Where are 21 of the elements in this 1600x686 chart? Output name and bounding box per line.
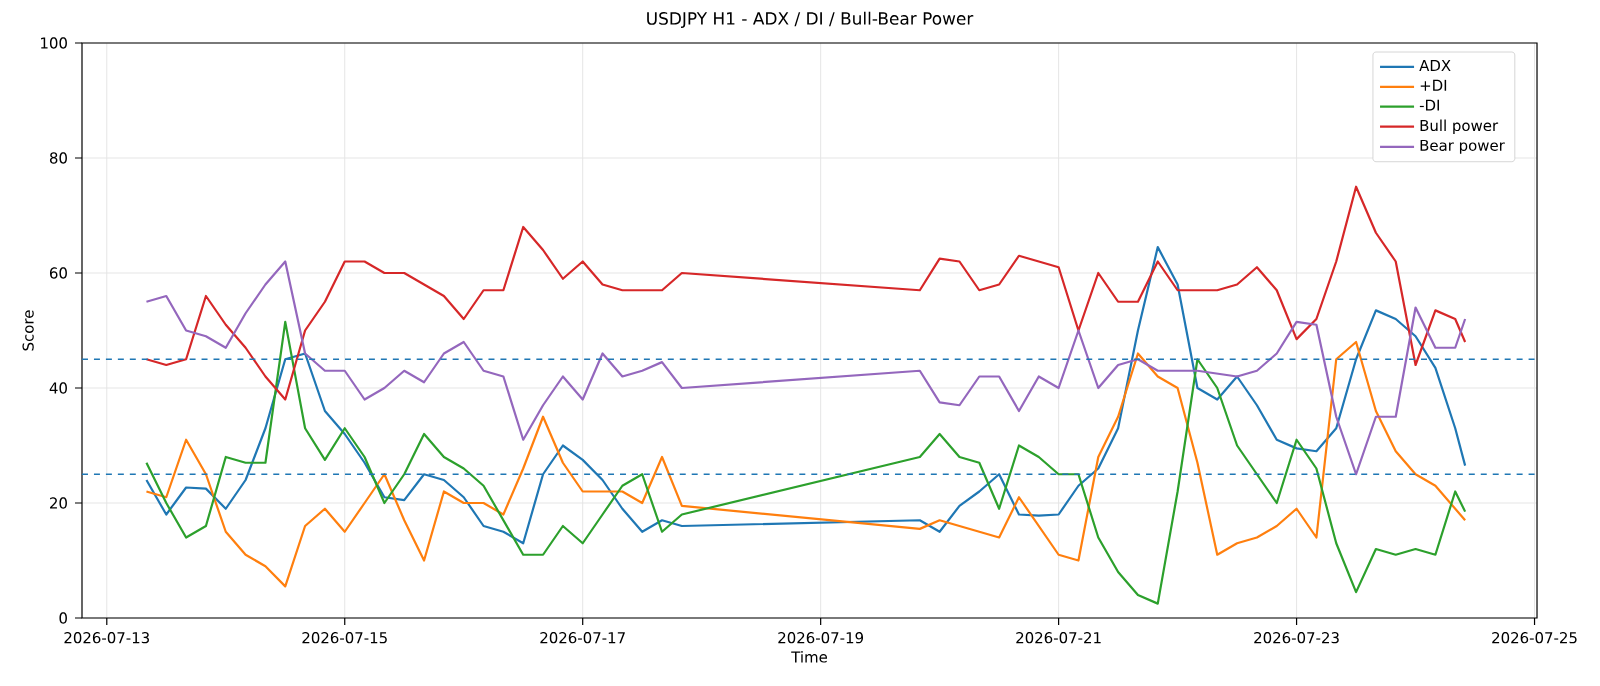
legend-label: Bear power xyxy=(1420,139,1505,154)
legend-label: ADX xyxy=(1419,60,1451,71)
x-tick-label: 2026-07-13 xyxy=(64,632,149,644)
y-tick-label: 80 xyxy=(49,152,67,164)
legend-label: +DI xyxy=(1420,79,1447,91)
chart-title: USDJPY H1 - ADX / DI / Bull-Bear Power xyxy=(647,11,974,29)
y-tick-label: 40 xyxy=(49,382,67,394)
y-tick-label: 100 xyxy=(41,37,67,49)
legend-label: -DI xyxy=(1419,99,1439,111)
x-tick-label: 2026-07-25 xyxy=(1492,632,1577,644)
x-tick-label: 2026-07-23 xyxy=(1254,632,1339,644)
y-tick-label: 20 xyxy=(50,497,67,509)
x-tick-label: 2026-07-19 xyxy=(778,632,864,644)
x-tick-label: 2026-07-21 xyxy=(1016,632,1101,644)
x-axis-title: Time xyxy=(791,651,828,663)
y-tick-label: 60 xyxy=(49,267,67,279)
y-tick-label: 0 xyxy=(59,612,67,624)
legend-label: Bull power xyxy=(1420,119,1499,134)
x-tick-label: 2026-07-17 xyxy=(540,632,625,644)
x-tick-label: 2026-07-15 xyxy=(302,632,387,644)
y-axis-title: Score xyxy=(22,310,34,351)
